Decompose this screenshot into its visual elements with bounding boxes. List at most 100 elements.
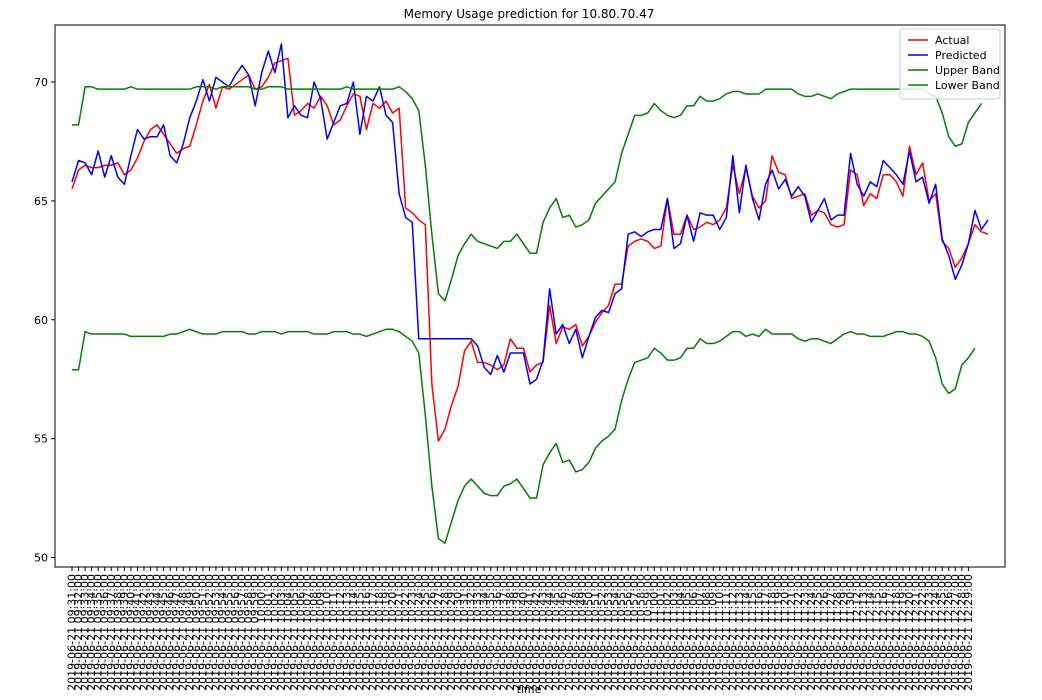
x-tick-label: 2019-06-21 10:25:00 xyxy=(419,574,432,691)
y-tick-label: 55 xyxy=(34,433,48,446)
x-tick-label: 2019-06-21 10:52:00 xyxy=(595,574,608,691)
x-tick-label: 2019-06-21 10:58:00 xyxy=(635,574,648,691)
x-tick-label: 2019-06-21 12:20:00 xyxy=(903,574,916,691)
x-tick-label: 2019-06-21 11:09:00 xyxy=(707,574,720,691)
x-tick-label: 2019-06-21 10:46:00 xyxy=(556,574,569,691)
series-layer xyxy=(71,43,989,544)
x-tick-label: 2019-06-21 12:21:00 xyxy=(910,574,923,691)
x-tick-label: 2019-06-21 12:22:00 xyxy=(916,574,929,691)
x-tick-label: 2019-06-21 10:03:00 xyxy=(275,574,288,691)
series-line-actual xyxy=(71,57,989,442)
x-tick-label: 2019-06-21 10:50:00 xyxy=(582,574,595,691)
series-line-lower-band xyxy=(72,328,976,544)
x-tick-label: 2019-06-21 11:04:00 xyxy=(674,574,687,691)
x-tick-label: 2019-06-21 11:02:00 xyxy=(661,574,674,691)
x-tick-label: 2019-06-21 11:11:00 xyxy=(720,574,733,691)
x-tick-label: 2019-06-21 11:22:00 xyxy=(792,574,805,691)
x-tick-label: 2019-06-21 09:42:00 xyxy=(137,574,150,691)
x-tick-label: 2019-06-21 12:24:00 xyxy=(929,574,942,691)
x-tick-label: 2019-06-21 11:10:00 xyxy=(713,574,726,691)
x-tick-label: 2019-06-21 11:24:00 xyxy=(805,574,818,691)
x-tick-label: 2019-06-21 10:34:00 xyxy=(478,574,491,691)
x-tick-label: 2019-06-21 10:27:00 xyxy=(432,574,445,691)
legend: Actual Predicted Upper Band Lower Band xyxy=(899,28,1001,100)
legend-label: Actual xyxy=(935,34,969,47)
x-tick-label: 2019-06-21 10:49:00 xyxy=(576,574,589,691)
x-tick-label: 2019-06-21 09:58:00 xyxy=(242,574,255,691)
x-tick-label: 2019-06-21 10:33:00 xyxy=(471,574,484,691)
plot-area xyxy=(54,24,1006,568)
x-tick-label: 2019-06-21 10:42:00 xyxy=(530,574,543,691)
x-tick-label: 2019-06-21 10:28:00 xyxy=(438,574,451,691)
x-tick-label: 2019-06-21 09:34:00 xyxy=(85,574,98,691)
series-line-upper-band xyxy=(72,86,983,302)
x-tick-label: 2019-06-21 10:40:00 xyxy=(517,574,530,691)
x-tick-label: 2019-06-21 09:32:00 xyxy=(72,574,85,691)
x-tick-label: 2019-06-21 10:48:00 xyxy=(569,574,582,691)
x-tick-label: 2019-06-21 09:36:00 xyxy=(98,574,111,691)
x-tick-label: 2019-06-21 12:12:00 xyxy=(851,574,864,691)
x-tick-label: 2019-06-21 11:14:00 xyxy=(739,574,752,691)
x-tick-label: 2019-06-21 09:35:00 xyxy=(92,574,105,691)
x-tick-label: 2019-06-21 10:54:00 xyxy=(609,574,622,691)
x-tick-label: 2019-06-21 10:09:00 xyxy=(314,574,327,691)
x-tick-label: 2019-06-21 10:07:00 xyxy=(301,574,314,691)
x-tick-label: 2019-06-21 10:10:00 xyxy=(321,574,334,691)
x-tick-label: 2019-06-21 11:20:00 xyxy=(779,574,792,691)
x-tick-label: 2019-06-21 12:18:00 xyxy=(890,574,903,691)
x-tick-label: 2019-06-21 10:43:00 xyxy=(537,574,550,691)
x-tick-label: 2019-06-21 09:59:00 xyxy=(249,574,262,691)
x-tick-label: 2019-06-21 12:23:00 xyxy=(923,574,936,691)
x-tick-label: 2019-06-21 09:31:00 xyxy=(66,574,79,691)
x-tick-label: 2019-06-21 10:21:00 xyxy=(393,574,406,691)
x-tick-label: 2019-06-21 10:02:00 xyxy=(268,574,281,691)
x-tick-label: 2019-06-21 11:00:00 xyxy=(648,574,661,691)
x-tick-label: 2019-06-21 12:28:00 xyxy=(955,574,968,691)
x-tick-label: 2019-06-21 10:30:00 xyxy=(452,574,465,691)
x-tick-label: 2019-06-21 10:12:00 xyxy=(334,574,347,691)
x-tick-label: 2019-06-21 10:14:00 xyxy=(347,574,360,691)
x-tick-label: 2019-06-21 10:05:00 xyxy=(288,574,301,691)
x-tick-label: 2019-06-21 09:37:00 xyxy=(105,574,118,691)
x-tick-label: 2019-06-21 10:45:00 xyxy=(550,574,563,691)
y-axis: 50 55 60 65 70 xyxy=(34,76,55,564)
x-tick-label: 2019-06-21 11:30:00 xyxy=(844,574,857,691)
chart-title: Memory Usage prediction for 10.80.70.47 xyxy=(404,7,655,21)
x-tick-label: 2019-06-21 10:19:00 xyxy=(380,574,393,691)
x-tick-label: 2019-06-21 09:51:00 xyxy=(196,574,209,691)
x-tick-label: 2019-06-21 09:53:00 xyxy=(209,574,222,691)
x-tick-label: 2019-06-21 11:28:00 xyxy=(831,574,844,691)
x-tick-label: 2019-06-21 09:55:00 xyxy=(223,574,236,691)
x-tick-label: 2019-06-21 10:11:00 xyxy=(327,574,340,691)
x-tick-label: 2019-06-21 10:18:00 xyxy=(373,574,386,691)
x-tick-label: 2019-06-21 10:59:00 xyxy=(641,574,654,691)
x-tick-label: 2019-06-21 11:03:00 xyxy=(667,574,680,691)
x-tick-label: 2019-06-21 11:05:00 xyxy=(681,574,694,691)
x-tick-label: 2019-06-21 10:22:00 xyxy=(399,574,412,691)
x-tick-label: 2019-06-21 10:20:00 xyxy=(386,574,399,691)
x-tick-label: 2019-06-21 12:15:00 xyxy=(870,574,883,691)
x-tick-label: 2019-06-21 09:49:00 xyxy=(183,574,196,691)
x-tick-label: 2019-06-21 11:18:00 xyxy=(766,574,779,691)
x-tick-label: 2019-06-21 09:46:00 xyxy=(164,574,177,691)
x-tick-label: 2019-06-21 10:39:00 xyxy=(510,574,523,691)
y-tick-label: 65 xyxy=(34,195,48,208)
x-tick-label: 2019-06-21 10:26:00 xyxy=(425,574,438,691)
x-tick-label: 2019-06-21 09:39:00 xyxy=(118,574,131,691)
x-tick-label: 2019-06-21 12:16:00 xyxy=(877,574,890,691)
x-tick-label: 2019-06-21 10:16:00 xyxy=(360,574,373,691)
x-tick-label: 2019-06-21 10:23:00 xyxy=(406,574,419,691)
x-tick-label: 2019-06-21 09:52:00 xyxy=(203,574,216,691)
x-tick-label: 2019-06-21 09:33:00 xyxy=(79,574,92,691)
x-axis-label: time xyxy=(517,683,542,696)
x-tick-label: 2019-06-21 11:27:00 xyxy=(824,574,837,691)
x-tick-label: 2019-06-21 09:57:00 xyxy=(236,574,249,691)
x-tick-label: 2019-06-21 11:15:00 xyxy=(746,574,759,691)
x-tick-label: 2019-06-21 10:44:00 xyxy=(543,574,556,691)
x-tick-label: 2019-06-21 10:36:00 xyxy=(491,574,504,691)
legend-label: Lower Band xyxy=(935,79,1000,92)
x-tick-label: 2019-06-21 10:24:00 xyxy=(412,574,425,691)
